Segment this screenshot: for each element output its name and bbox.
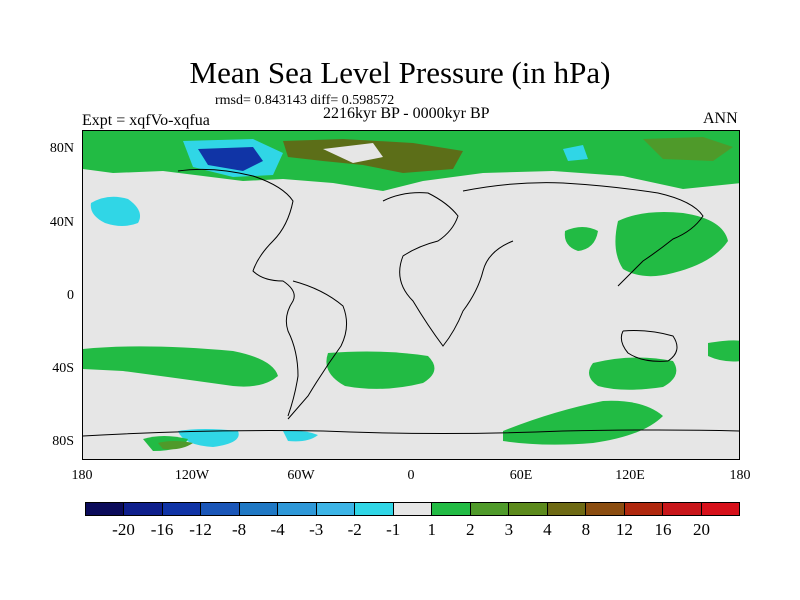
lon-label-120e: 120E <box>615 468 645 483</box>
map-svg <box>83 131 739 451</box>
colorbar-swatch <box>124 503 163 515</box>
light-gap-1 <box>323 143 383 163</box>
antarctic-negative-1 <box>178 429 239 447</box>
lon-label-60w: 60W <box>287 468 315 483</box>
colorbar-label: 12 <box>615 520 633 539</box>
colorbar-swatch <box>355 503 394 515</box>
colorbar-swatch <box>663 503 702 515</box>
siberia-negative <box>563 145 588 161</box>
lat-label-0: 0 <box>67 288 74 303</box>
colorbar-label: 2 <box>466 520 475 539</box>
colorbar-label: 20 <box>692 520 710 539</box>
lat-label-80n: 80N <box>49 141 74 156</box>
experiment-label: Expt = xqfVo-xqfua <box>82 112 210 129</box>
colorbar-label: -16 <box>150 520 174 539</box>
colorbar-swatch <box>547 503 587 515</box>
coastlines <box>83 168 739 437</box>
colorbar-label: -2 <box>347 520 362 539</box>
colorbar-label: -12 <box>189 520 212 539</box>
greenland-strong-positive <box>643 137 733 161</box>
south-atlantic-positive <box>326 351 435 389</box>
colorbar-label: -8 <box>232 520 247 539</box>
antarctic-negative-2 <box>283 430 318 442</box>
lon-label-120w: 120W <box>174 468 210 483</box>
colorbar <box>85 502 740 516</box>
colorbar-label: 4 <box>543 520 552 539</box>
antarctic-positive <box>503 400 663 445</box>
lon-label-60e: 60E <box>509 468 533 483</box>
colorbar-label: -4 <box>270 520 285 539</box>
colorbar-label: 16 <box>654 520 672 539</box>
season-label: ANN <box>703 110 738 127</box>
colorbar-swatch <box>278 503 317 515</box>
canada-strong-negative <box>198 147 263 171</box>
stats-line: rmsd= 0.843143 diff= 0.598572 <box>215 93 395 108</box>
colorbar-swatch <box>432 503 471 515</box>
period-label: 2216kyr BP - 0000kyr BP <box>323 105 490 122</box>
lon-label-180w: 180 <box>71 468 93 483</box>
colorbar-swatch <box>586 503 625 515</box>
south-pacific-positive <box>83 346 278 387</box>
south-indian-positive <box>589 357 677 390</box>
north-pacific-negative <box>90 196 141 226</box>
colorbar-swatch <box>470 503 510 515</box>
lat-label-40s: 40S <box>52 361 74 376</box>
colorbar-swatch <box>393 503 433 515</box>
lat-label-80s: 80S <box>52 434 74 449</box>
colorbar-label: 3 <box>504 520 514 539</box>
colorbar-label: -20 <box>112 520 135 539</box>
lat-label-40n: 40N <box>49 215 74 230</box>
colorbar-swatch <box>624 503 664 515</box>
colorbar-label: -3 <box>309 520 324 539</box>
colorbar-swatch <box>86 503 125 515</box>
colorbar-swatch <box>239 503 279 515</box>
west-pacific-positive <box>615 212 728 277</box>
colorbar-swatch <box>316 503 356 515</box>
map-panel <box>82 130 740 460</box>
colorbar-swatch <box>201 503 240 515</box>
china-positive <box>564 227 598 251</box>
colorbar-label: 8 <box>581 520 591 539</box>
lon-label-0: 0 <box>407 468 415 483</box>
east-pacific-south-positive <box>708 340 739 362</box>
colorbar-swatch <box>162 503 202 515</box>
lon-label-180e: 180 <box>729 468 751 483</box>
antarctic-positive-3 <box>158 441 193 450</box>
colorbar-label: 1 <box>427 520 437 539</box>
colorbar-label: -1 <box>386 520 401 539</box>
colorbar-swatch <box>509 503 548 515</box>
plot-title: Mean Sea Level Pressure (in hPa) <box>189 55 611 90</box>
colorbar-swatch <box>701 503 739 515</box>
